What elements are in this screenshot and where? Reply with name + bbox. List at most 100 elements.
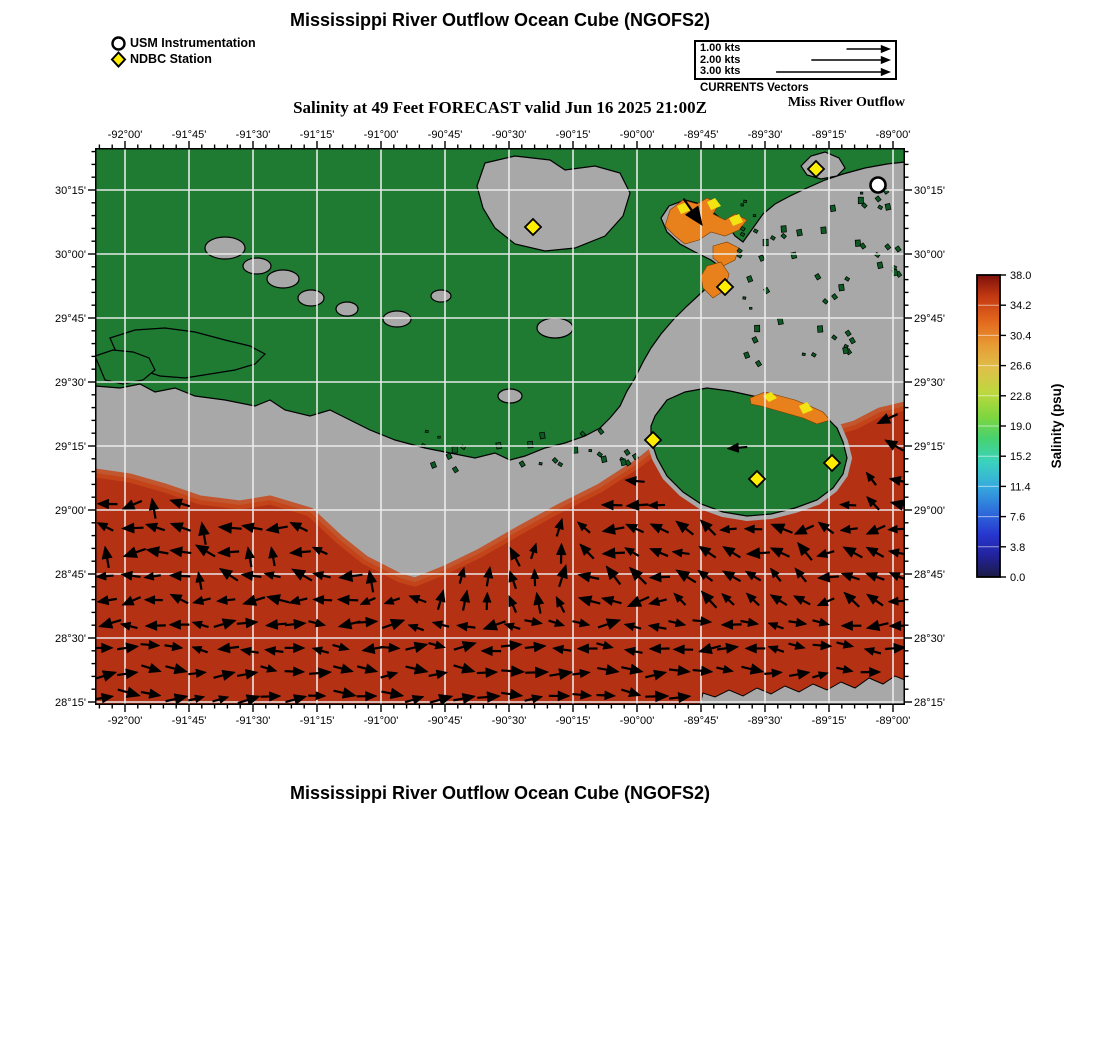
svg-text:30.4: 30.4 bbox=[1010, 330, 1031, 342]
svg-text:3.8: 3.8 bbox=[1010, 542, 1025, 554]
svg-text:28°30': 28°30' bbox=[914, 633, 945, 645]
svg-text:-90°00': -90°00' bbox=[620, 715, 655, 727]
svg-text:-90°15': -90°15' bbox=[556, 715, 591, 727]
ndbc-station-marker bbox=[822, 453, 842, 473]
vector-key-arrow-icon bbox=[811, 55, 891, 65]
legend-row-ndbc: NDBC Station bbox=[110, 50, 256, 68]
svg-text:29°00': 29°00' bbox=[914, 505, 945, 517]
small-lake bbox=[536, 317, 574, 339]
salinity-plume-yellow bbox=[763, 392, 777, 402]
small-lake bbox=[430, 289, 452, 303]
legend-usm-label: USM Instrumentation bbox=[130, 36, 256, 50]
small-lake bbox=[297, 289, 325, 307]
svg-text:-90°00': -90°00' bbox=[620, 129, 655, 141]
legend-row-usm: USM Instrumentation bbox=[110, 35, 256, 51]
svg-text:29°30': 29°30' bbox=[914, 377, 945, 389]
vector-key-arrow-icon bbox=[846, 44, 891, 53]
vector-key-speed-label: 2.00 kts bbox=[700, 53, 741, 66]
svg-text:29°15': 29°15' bbox=[55, 441, 86, 453]
page-title: Mississippi River Outflow Ocean Cube (NG… bbox=[289, 10, 711, 30]
ndbc-station-marker bbox=[806, 159, 826, 179]
svg-text:29°30': 29°30' bbox=[55, 377, 86, 389]
ndbc-diamond-icon bbox=[110, 50, 127, 68]
ndbc-station-marker bbox=[715, 277, 735, 297]
forecast-subtitle: Salinity at 49 Feet FORECAST valid Jun 1… bbox=[293, 98, 707, 117]
svg-text:7.6: 7.6 bbox=[1010, 512, 1025, 524]
svg-text:30°00': 30°00' bbox=[914, 249, 945, 261]
vector-key-row: 1.00 kts bbox=[700, 43, 891, 55]
svg-text:-91°45': -91°45' bbox=[172, 715, 207, 727]
svg-text:-91°45': -91°45' bbox=[172, 129, 207, 141]
vector-key-speed-label: 3.00 kts bbox=[700, 65, 741, 77]
small-lake bbox=[266, 269, 300, 289]
svg-text:-90°45': -90°45' bbox=[428, 715, 463, 727]
svg-text:-91°30': -91°30' bbox=[236, 715, 271, 727]
usm-circle-icon bbox=[111, 35, 126, 51]
svg-text:29°45': 29°45' bbox=[55, 313, 86, 325]
svg-text:-89°45': -89°45' bbox=[684, 715, 719, 727]
vector-key-speed-label: 1.00 kts bbox=[700, 42, 741, 54]
svg-text:-89°15': -89°15' bbox=[812, 715, 847, 727]
ndbc-station-marker bbox=[523, 217, 543, 237]
axis-ticks bbox=[88, 141, 912, 712]
svg-text:-91°15': -91°15' bbox=[300, 129, 335, 141]
salinity-plume-yellow bbox=[799, 402, 813, 414]
currents-vector-caption: CURRENTS Vectors bbox=[700, 82, 809, 94]
svg-text:-89°30': -89°30' bbox=[748, 715, 783, 727]
miss-river-outflow-label: Miss River Outflow bbox=[787, 95, 905, 110]
ndbc-station-marker bbox=[747, 469, 767, 489]
svg-text:29°15': 29°15' bbox=[914, 441, 945, 453]
svg-text:30°15': 30°15' bbox=[55, 185, 86, 197]
svg-text:-89°15': -89°15' bbox=[812, 129, 847, 141]
usm-station-marker bbox=[869, 176, 887, 194]
svg-text:11.4: 11.4 bbox=[1010, 481, 1031, 493]
current-vectors bbox=[95, 197, 905, 705]
footer-title: Mississippi River Outflow Ocean Cube (NG… bbox=[289, 783, 711, 803]
salinity-plume-yellow bbox=[729, 214, 743, 226]
svg-text:38.0: 38.0 bbox=[1010, 270, 1031, 282]
graticule bbox=[95, 148, 905, 705]
salinity-colorbar: 38.0 34.2 30.4 26.6 22.8 19.0 15.2 11.4 7.6 3.8 0.… bbox=[976, 270, 1064, 584]
vector-key-row: 2.00 kts bbox=[700, 54, 891, 66]
svg-text:30°00': 30°00' bbox=[55, 249, 86, 261]
map-plot: -92°00' -92°00' -91°45' -91°45' -91°30' -91°3… bbox=[55, 129, 945, 727]
small-lake bbox=[497, 388, 523, 404]
svg-text:28°15': 28°15' bbox=[914, 697, 945, 709]
vector-key-row: 3.00 kts bbox=[700, 66, 891, 78]
svg-text:28°30': 28°30' bbox=[55, 633, 86, 645]
svg-text:28°45': 28°45' bbox=[55, 569, 86, 581]
ndbc-station-marker bbox=[643, 430, 663, 450]
legend-ndbc-label: NDBC Station bbox=[130, 52, 212, 66]
svg-text:-90°30': -90°30' bbox=[492, 715, 527, 727]
colorbar-axis-label: Salinity (psu) bbox=[1049, 384, 1064, 469]
marker-legend: USM Instrumentation NDBC Station bbox=[110, 35, 256, 68]
small-lake bbox=[382, 310, 412, 328]
svg-text:-91°00': -91°00' bbox=[364, 129, 399, 141]
lake-pontchartrain bbox=[476, 155, 631, 252]
svg-text:28°45': 28°45' bbox=[914, 569, 945, 581]
small-lake bbox=[204, 236, 246, 260]
svg-text:-89°00': -89°00' bbox=[876, 129, 911, 141]
svg-text:-89°45': -89°45' bbox=[684, 129, 719, 141]
bottom-gray-strip bbox=[699, 675, 905, 705]
svg-text:-89°00': -89°00' bbox=[876, 715, 911, 727]
svg-text:-92°00': -92°00' bbox=[108, 129, 143, 141]
vector-key-arrow-icon bbox=[776, 67, 891, 76]
currents-vector-key: 1.00 kts 2.00 kts 3.00 kts bbox=[694, 40, 897, 80]
svg-text:29°00': 29°00' bbox=[55, 505, 86, 517]
svg-text:19.0: 19.0 bbox=[1010, 421, 1031, 433]
svg-text:-90°45': -90°45' bbox=[428, 129, 463, 141]
stations bbox=[523, 159, 887, 489]
svg-text:0.0: 0.0 bbox=[1010, 572, 1025, 584]
svg-text:-92°00': -92°00' bbox=[108, 715, 143, 727]
small-lake bbox=[242, 257, 272, 275]
svg-text:29°45': 29°45' bbox=[914, 313, 945, 325]
salinity-plume-yellow bbox=[707, 198, 721, 210]
small-lake bbox=[335, 301, 359, 317]
svg-text:-91°00': -91°00' bbox=[364, 715, 399, 727]
svg-text:-91°30': -91°30' bbox=[236, 129, 271, 141]
svg-text:15.2: 15.2 bbox=[1010, 451, 1031, 463]
svg-text:-89°30': -89°30' bbox=[748, 129, 783, 141]
svg-text:-91°15': -91°15' bbox=[300, 715, 335, 727]
